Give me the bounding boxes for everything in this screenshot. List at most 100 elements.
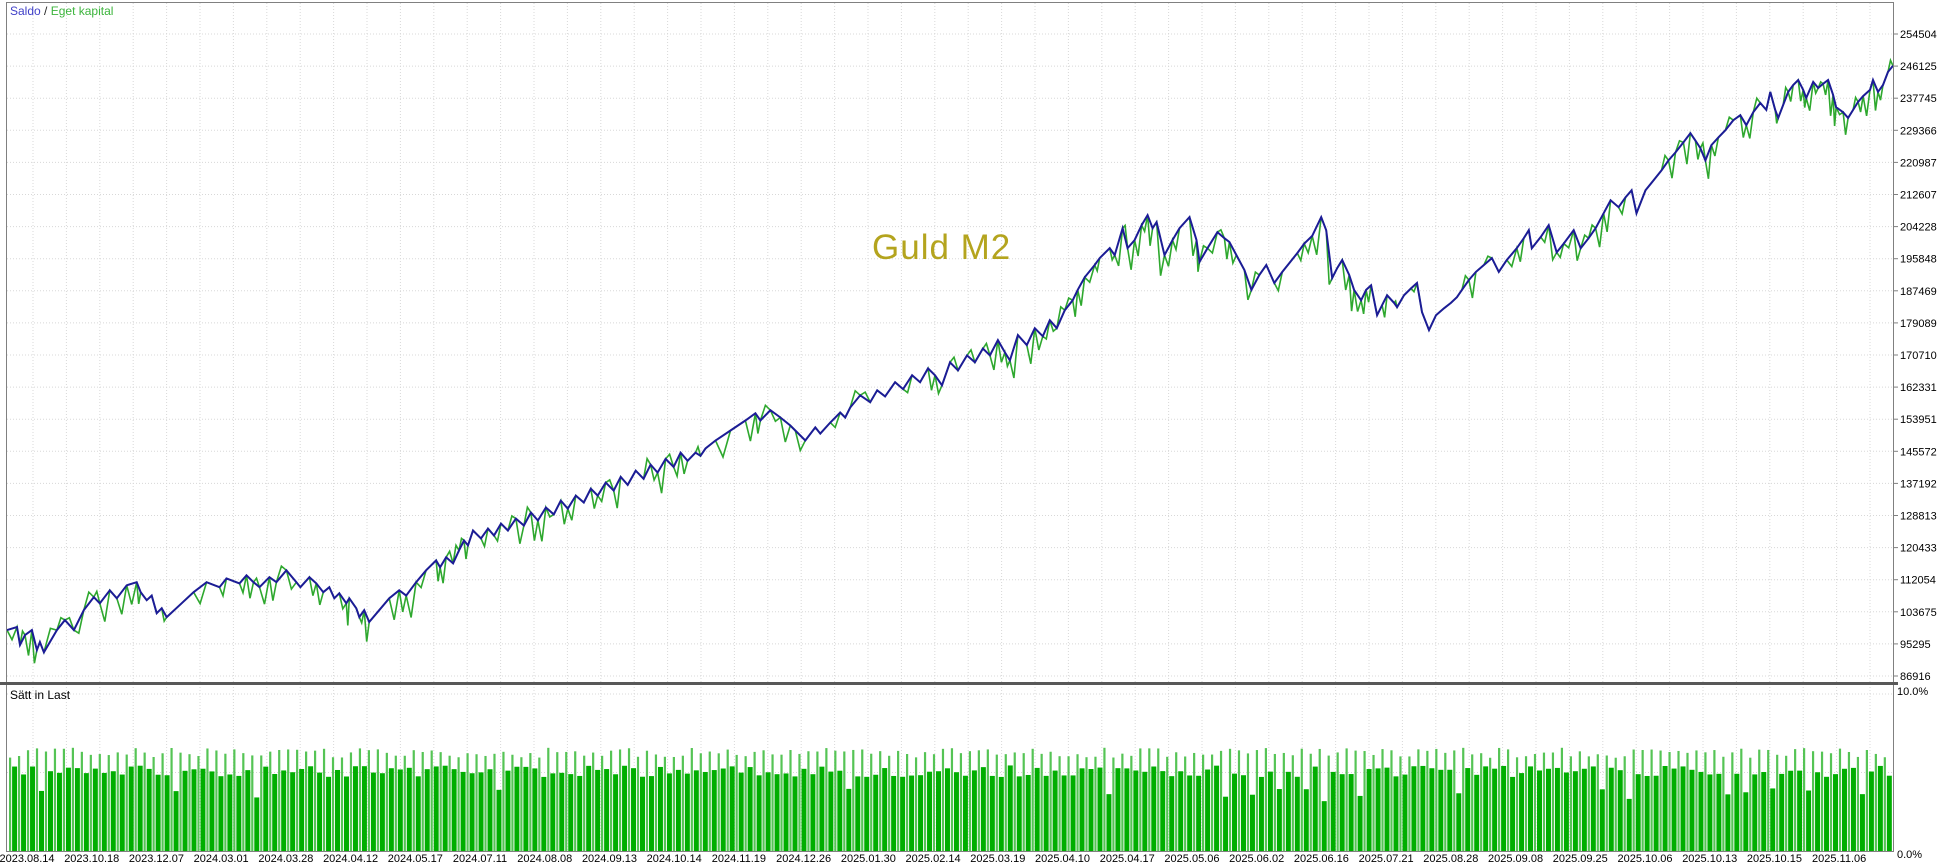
load-bar-thin [197,756,200,851]
load-bar-thick [756,775,762,851]
load-bar-thick [1205,769,1211,851]
load-bar-thick [1554,767,1560,851]
load-bar-thin [278,750,281,851]
load-bar-thick [998,776,1004,851]
load-bar-thick [1061,775,1067,851]
x-axis-label: 2025.03.19 [970,853,1025,865]
load-bar-thin [762,750,765,851]
load-bar-thick [1841,768,1847,851]
y-axis-label: 220987 [1900,157,1937,169]
load-bar-thin [1363,751,1366,851]
load-bar-thin [421,752,424,851]
load-bar-thin [1067,756,1070,851]
load-bar-thick [1267,771,1273,851]
load-bar-thin [932,754,936,851]
load-bar-thin [1112,757,1115,851]
load-bar-thick [1285,771,1291,851]
panel-divider [0,682,1898,685]
load-bar-thin [1551,752,1555,851]
load-bar-thin [663,756,667,851]
load-bar-thick [801,768,807,851]
load-bar-thin [331,757,335,851]
load-bar-thin [735,754,738,851]
load-bar-thin [977,750,980,851]
load-bar-thick [693,770,699,851]
y-axis-label: 128813 [1900,511,1937,523]
x-axis-label: 2024.11.19 [712,853,766,865]
load-bar-thin [1587,756,1590,851]
load-bar-thick [21,774,27,851]
load-bar-thick [1868,771,1874,851]
load-bar-thin [1462,747,1465,851]
load-bar-thin [592,752,595,851]
load-bar-thin [1390,750,1393,851]
load-bar-thick [263,766,269,851]
load-bar-thick [1348,774,1354,851]
x-axis-label: 2025.10.15 [1747,853,1802,865]
load-bar-thin [26,750,30,851]
load-bar-thin [1022,753,1025,851]
y-axis-label: 246125 [1900,61,1937,73]
x-axis-label: 2025.10.13 [1682,853,1737,865]
load-bar-thin [923,752,927,851]
load-bar-thick [774,774,780,851]
load-bar-thick [846,788,852,851]
load-bar-thin [520,757,523,851]
load-bar-thick [164,775,170,851]
load-bar-thin [1453,750,1456,851]
load-bar-thick [1178,771,1184,851]
load-bar-thick [317,772,323,851]
load-bar-thin [179,752,182,851]
load-bar-thick [1339,774,1345,851]
load-bar-thick [586,765,592,851]
load-bar-thick [1483,766,1489,851]
load-bar-thin [1847,751,1851,851]
load-bar-thin [529,753,532,851]
load-bar-thick [1169,776,1175,851]
load-bar-thin [1668,752,1671,851]
load-bar-thin [565,751,568,851]
load-bar-thin [251,755,254,851]
load-bar-thin [1417,749,1420,851]
load-bar-thick [1384,767,1390,851]
load-bar-thin [789,750,792,851]
load-bar-thin [107,755,110,851]
load-bar-thick [155,774,161,851]
load-bar-thick [1644,775,1650,851]
load-bar-thick [1294,776,1300,851]
load-bar-thick [1833,774,1839,851]
load-bar-thick [245,770,251,851]
load-bar-thin [1641,750,1644,851]
load-bar-thin [466,753,469,851]
load-bar-thin [1273,753,1276,851]
load-bar-thin [80,751,83,851]
load-bar-thick [1797,770,1803,851]
load-bar-thin [53,748,57,851]
load-bar-thick [65,767,71,851]
load-bar-thick [523,766,529,851]
load-bar-thick [1160,771,1166,851]
load-bar-thin [959,753,963,851]
load-bar-thick [451,769,457,851]
load-bar-thick [119,774,125,851]
load-bar-thick [173,791,179,851]
chart-watermark: Guld M2 [872,228,1012,267]
load-bar-thin [699,753,702,851]
load-bar-thick [864,776,870,851]
load-bar-thick [1070,775,1076,851]
load-bar-thin [71,747,74,851]
load-bar-thick [1563,772,1569,851]
x-axis-label: 2025.04.10 [1035,853,1090,865]
load-bar-thick [326,776,332,851]
y-axis-label: 187469 [1900,286,1937,298]
load-bar-thick [397,769,403,851]
load-bar-thick [1429,768,1435,851]
load-bar-thick [747,767,753,851]
load-bar-thick [971,770,977,851]
load-bar-thick [1635,774,1641,851]
load-bar-thin [1686,752,1689,851]
load-bar-thin [206,748,209,851]
load-bar-thin [771,754,774,851]
load-bar-thick [30,766,36,851]
